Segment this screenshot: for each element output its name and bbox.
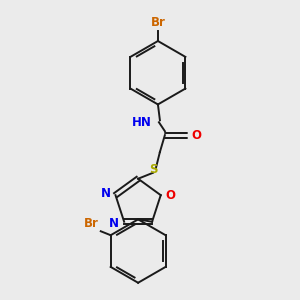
- Text: O: O: [192, 129, 202, 142]
- Text: Br: Br: [151, 16, 165, 29]
- Text: N: N: [100, 187, 110, 200]
- Text: O: O: [166, 189, 176, 202]
- Text: S: S: [149, 163, 157, 176]
- Text: Br: Br: [84, 217, 99, 230]
- Text: N: N: [109, 217, 119, 230]
- Text: HN: HN: [132, 116, 152, 129]
